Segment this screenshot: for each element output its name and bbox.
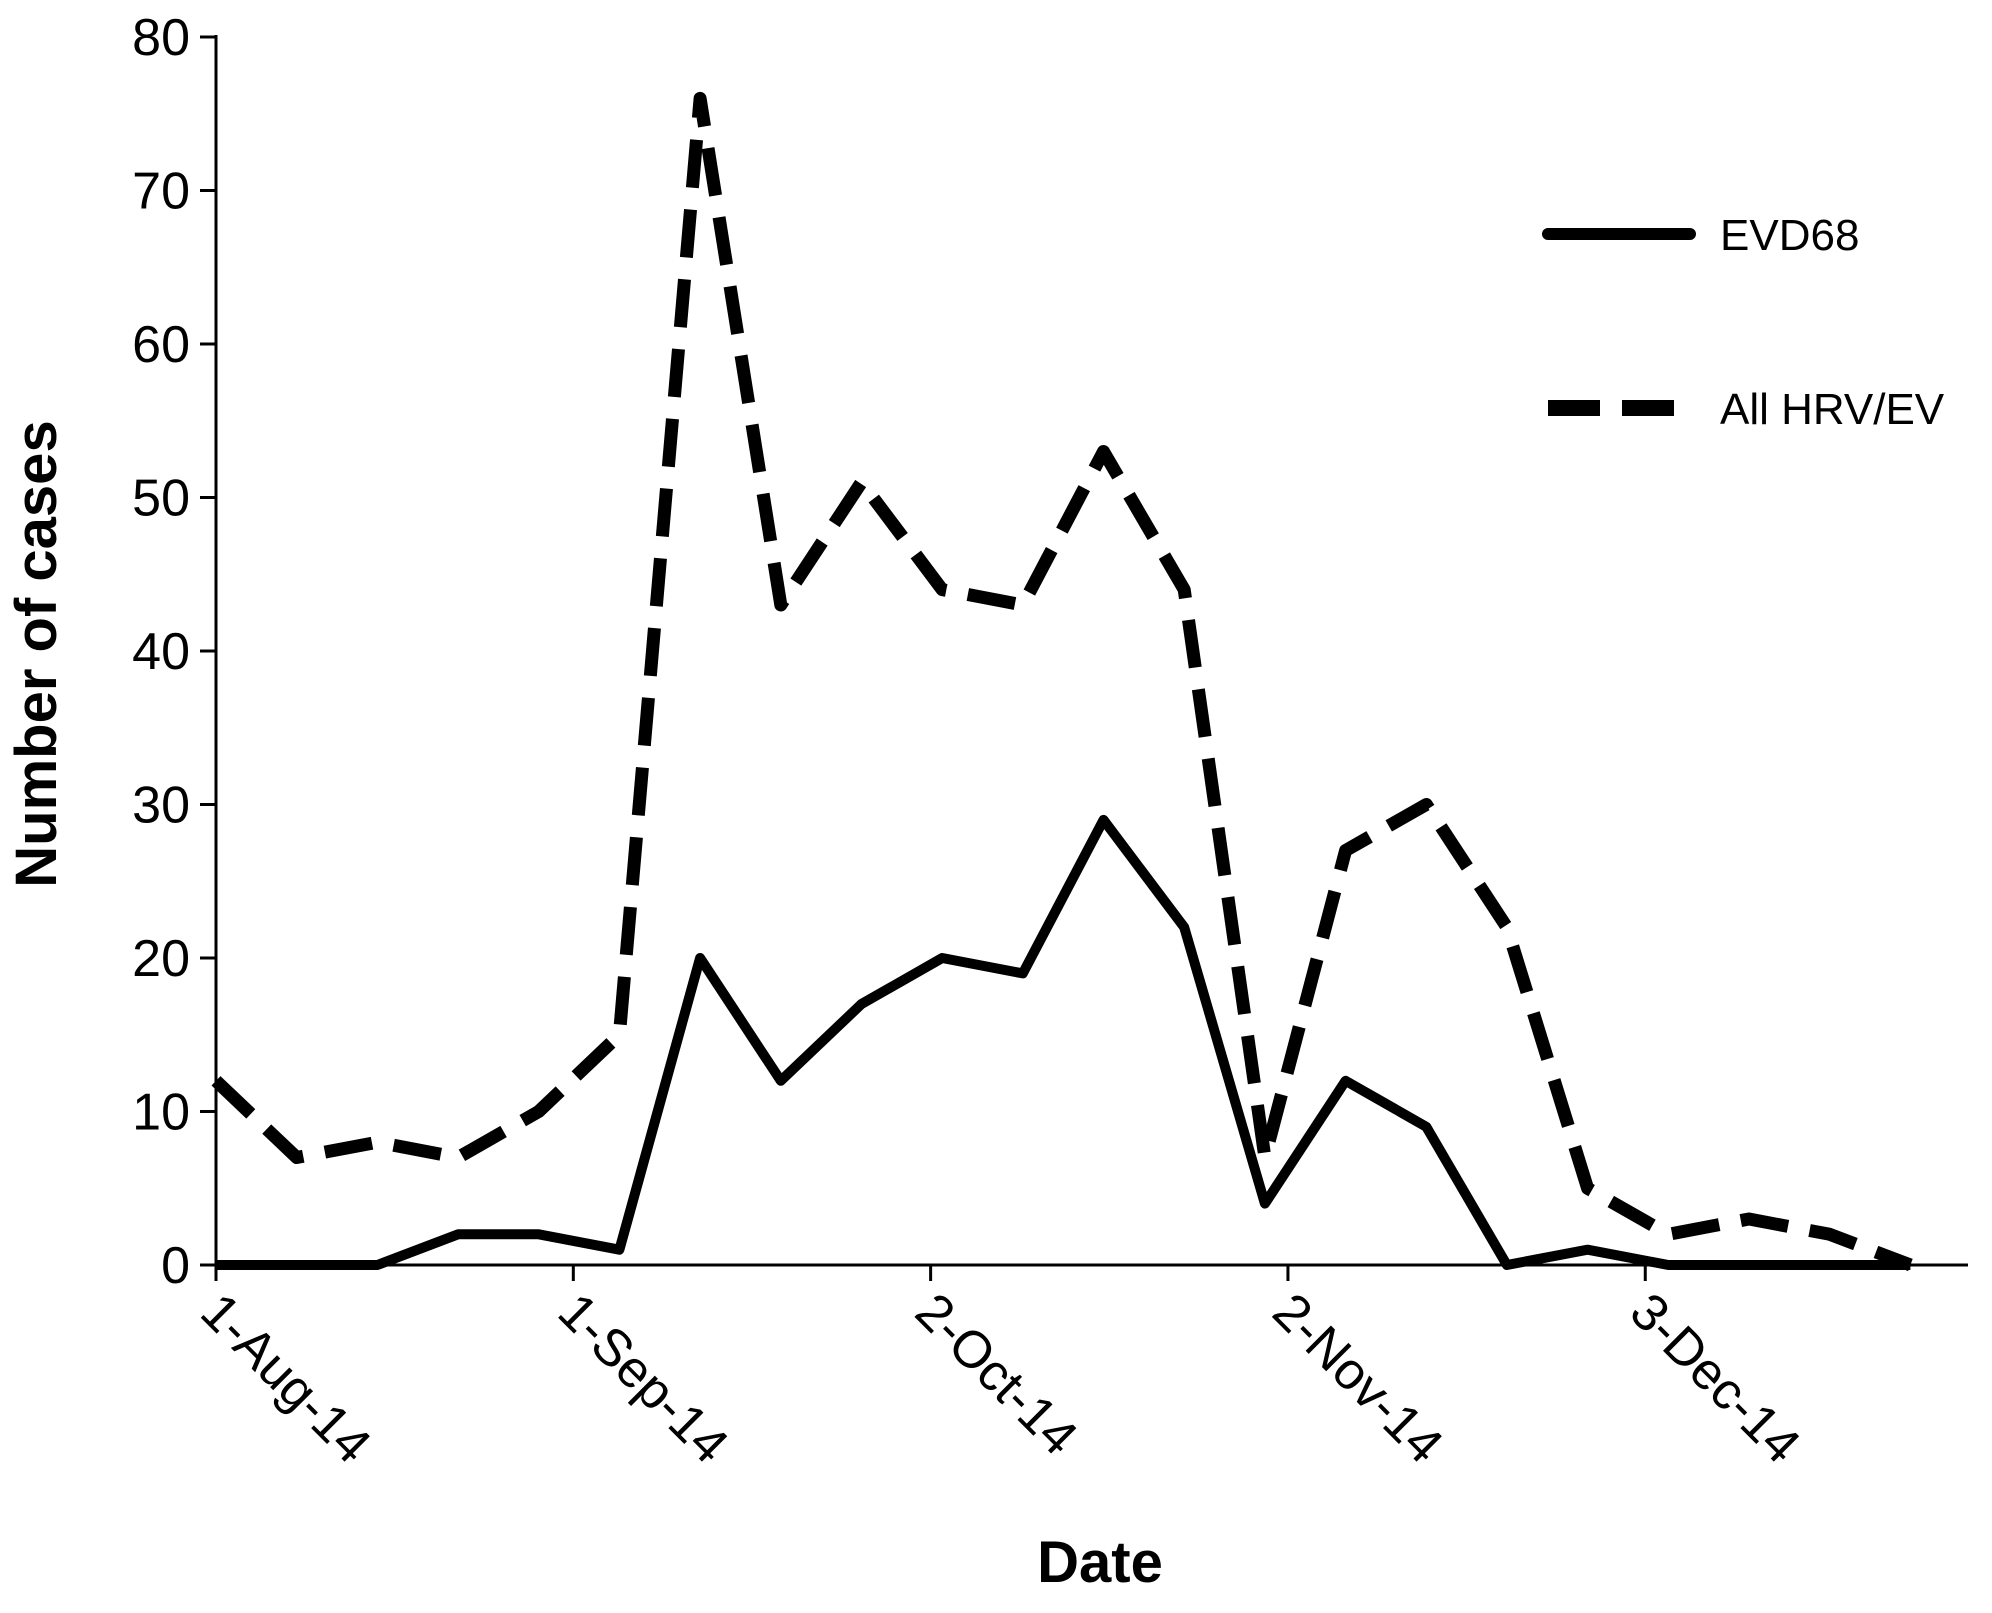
x-tick-label: 2-Oct-14 — [904, 1282, 1088, 1466]
y-tick-label: 70 — [132, 163, 190, 221]
y-tick-label: 80 — [132, 9, 190, 67]
y-tick-label: 20 — [132, 930, 190, 988]
x-tick-label: 2-Nov-14 — [1261, 1282, 1453, 1474]
x-tick-label: 1-Sep-14 — [547, 1282, 739, 1474]
legend-label: All HRV/EV — [1720, 385, 1945, 434]
y-tick-label: 40 — [132, 623, 190, 681]
x-tick-label: 1-Aug-14 — [190, 1282, 382, 1474]
y-tick-label: 10 — [132, 1084, 190, 1142]
series-layer — [211, 91, 1913, 1272]
y-tick-label: 50 — [132, 470, 190, 528]
y-axis-title: Number of cases — [4, 420, 69, 887]
x-tick-label: 3-Dec-14 — [1619, 1282, 1811, 1474]
y-tick-label: 60 — [132, 316, 190, 374]
series-line-all-hrv-ev — [211, 91, 1913, 1272]
y-tick-label: 0 — [161, 1237, 190, 1295]
y-tick-label: 30 — [132, 777, 190, 835]
legend: EVD68 All HRV/EV — [1542, 211, 1945, 434]
x-axis-title: Date — [1037, 1530, 1163, 1595]
legend-label: EVD68 — [1720, 211, 1859, 260]
series-line-evd68 — [216, 814, 1911, 1270]
